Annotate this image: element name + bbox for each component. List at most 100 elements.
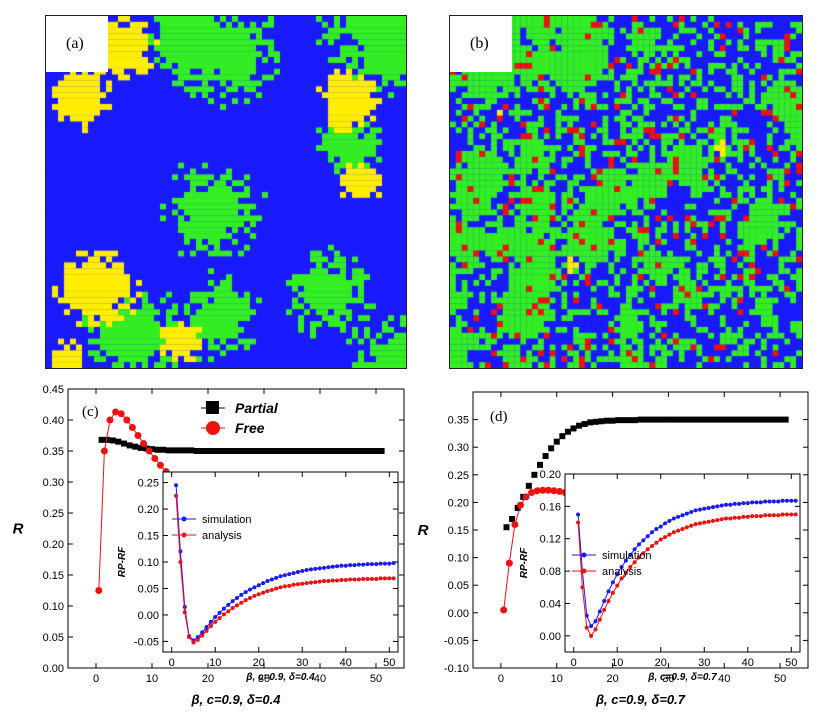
chart-c-free-point [156, 461, 164, 469]
chart-c-inset-analysis-point [308, 580, 313, 585]
chart-c-inset-analysis-point [378, 576, 383, 581]
chart-d-free-point [511, 520, 519, 528]
chart-d-inset-simulation-point [728, 502, 733, 507]
chart-c-inset-analysis-point [261, 590, 266, 595]
chart-d-inset-analysis-point [671, 530, 676, 535]
chart-c-inset-analysis-point [300, 581, 305, 586]
chart-c-inset-analysis-point [304, 581, 309, 586]
chart-c-inset-analysis-point [217, 616, 222, 621]
chart-c-inset-simulation-point [382, 561, 387, 566]
chart-c-inset-analysis-point [234, 603, 239, 608]
chart-d-inset-ytick-label: 0.00 [540, 631, 561, 643]
chart-d-inset-simulation-point [784, 498, 789, 503]
chart-c-free-point [196, 496, 204, 504]
chart-c-free-point [123, 416, 131, 424]
chart-c-ytick-label: 0.10 [43, 601, 64, 613]
chart-d-inset-analysis-point [767, 513, 772, 518]
chart-c-partial-point [249, 448, 256, 454]
chart-c-inset-analysis-point [187, 635, 192, 640]
chart-c-inset-simulation-point [200, 630, 205, 635]
chart-d-inset-analysis-point [706, 519, 711, 524]
chart-d-ytick-label: 0.10 [448, 553, 469, 565]
chart-c-legend-label: Partial [235, 400, 279, 416]
chart-c-xtick-label: 40 [314, 673, 326, 685]
chart-d-inset-analysis-point [680, 527, 685, 532]
chart-d-inset-simulation-point [667, 518, 672, 523]
chart-c-partial-point [350, 448, 357, 454]
chart-c-inset-simulation-point [287, 572, 292, 577]
chart-c-inset-analysis-point [295, 582, 300, 587]
chart-c-free-point [291, 528, 299, 536]
chart-d-inset-analysis-point [676, 528, 681, 533]
chart-c-inset-analysis-point [191, 640, 196, 645]
chart-c-free-point [302, 529, 310, 537]
chart-d-inset-simulation-point [697, 507, 702, 512]
chart-d-free-point [768, 507, 776, 515]
chart-d-inset-analysis-point [584, 625, 589, 630]
chart-c-inset-simulation-point [369, 562, 374, 567]
chart-d-inset-analysis-point [758, 514, 763, 519]
chart-d-frame [472, 391, 809, 669]
chart-d-inset-simulation-point [576, 512, 581, 517]
chart-d-ytick-label: -0.10 [444, 663, 469, 675]
chart-c-partial-point [104, 436, 111, 443]
chart-c-inset-analysis-point [313, 580, 318, 585]
chart-d-partial-point [626, 417, 633, 424]
chart-c-free-point [151, 454, 159, 462]
panel-a-label: (a) [66, 35, 84, 52]
chart-c-partial-point [305, 448, 312, 454]
chart-c-inset-analysis-point [248, 596, 253, 600]
chart-c-inset-analysis-point [265, 589, 270, 594]
chart-d-partial-point [514, 504, 521, 511]
chart-d-partial-point [503, 524, 510, 531]
chart-c-inset-legend-label: analysis [202, 530, 242, 542]
chart-c-inset-analysis-point [182, 610, 187, 615]
chart-c-free-point [285, 526, 293, 534]
chart-d-free-point [500, 606, 508, 614]
chart-d-inset-simulation-point [602, 599, 607, 604]
chart-c-inset-simulation-point [195, 635, 200, 640]
chart-c-inset-simulation-point [269, 577, 274, 582]
chart-c-free-point [173, 479, 181, 487]
chart-c-ytick-label: 0.00 [43, 663, 64, 675]
chart-d-inset-legend-label: analysis [602, 566, 642, 578]
chart-d-inset-simulation-point [623, 558, 628, 563]
chart-c-inset-legend-marker [181, 516, 187, 522]
chart-d-free-point [522, 493, 530, 501]
chart-c-inset-simulation-point [339, 563, 344, 568]
chart-c-free-point [246, 518, 254, 526]
chart-c-free-point [145, 447, 153, 455]
chart-c-partial-point [165, 447, 172, 454]
chart-c-inset-simulation-point [326, 565, 331, 570]
chart-d-free-point [606, 497, 614, 505]
chart-c-free-point [106, 416, 114, 424]
chart-c-inset-simulation-point [230, 599, 235, 604]
chart-c-inset-analysis-point [322, 579, 327, 584]
chart-c-ytick-label: 0.30 [43, 477, 64, 489]
chart-d-inset-analysis-point [589, 633, 594, 638]
chart-d-inset-analysis-point [715, 518, 720, 523]
chart-c-inset-simulation-point [361, 562, 366, 567]
chart-c-inset-simulation-point [295, 570, 300, 575]
chart-d-inset-legend-label: simulation [602, 550, 652, 562]
chart-c-frame [67, 388, 405, 669]
chart-c-inset-analysis-point [174, 493, 179, 498]
lattice-panel-a [45, 15, 407, 369]
chart-d-free-point [706, 506, 714, 514]
chart-c-inset-simulation-point [300, 569, 305, 573]
chart-c-inset-analysis-point [326, 579, 331, 584]
chart-d-partial-point [587, 419, 594, 426]
chart-c-free-point [235, 515, 243, 523]
chart-d-free-point [667, 504, 675, 512]
chart-d-partial-point [570, 425, 577, 432]
chart-c-free-point [128, 423, 136, 431]
chart-d-free-point [701, 506, 709, 514]
chart-d-partial-point [637, 416, 644, 423]
chart-d-xtick-label: 40 [718, 673, 730, 685]
chart-d-partial-point [715, 416, 722, 423]
chart-c-partial-point [238, 448, 245, 454]
chart-d-partial-point [576, 422, 583, 429]
chart-d-ytick-label: 0.25 [448, 470, 469, 482]
chart-d-inset-analysis-point [623, 570, 628, 575]
chart-c-inset-analysis-point [226, 609, 231, 614]
